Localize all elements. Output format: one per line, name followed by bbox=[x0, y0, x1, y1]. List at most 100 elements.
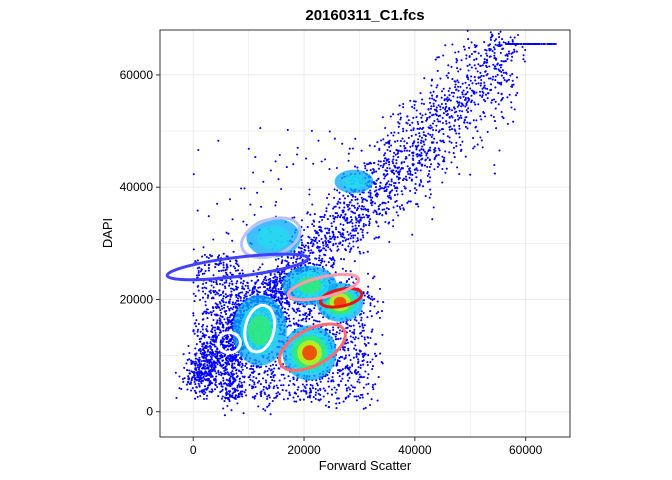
data-point bbox=[283, 272, 286, 275]
data-point bbox=[242, 220, 245, 223]
data-point bbox=[203, 372, 206, 375]
data-point bbox=[493, 39, 496, 42]
data-point bbox=[217, 263, 220, 266]
data-point bbox=[423, 143, 426, 146]
data-point bbox=[431, 133, 434, 136]
data-point bbox=[212, 318, 215, 322]
data-point bbox=[273, 279, 276, 283]
data-point bbox=[507, 78, 511, 81]
gate-ellipses bbox=[165, 216, 364, 372]
data-point bbox=[361, 216, 364, 219]
data-point bbox=[480, 82, 483, 85]
data-point bbox=[348, 388, 352, 391]
data-point bbox=[211, 328, 214, 331]
data-point bbox=[457, 118, 460, 121]
data-point bbox=[469, 173, 472, 176]
data-point bbox=[501, 69, 504, 72]
data-point bbox=[308, 395, 311, 398]
data-point bbox=[217, 270, 221, 273]
data-point bbox=[417, 138, 420, 141]
data-point bbox=[322, 216, 326, 219]
data-point bbox=[307, 307, 310, 311]
data-point bbox=[416, 127, 419, 130]
data-point bbox=[352, 234, 355, 237]
data-point bbox=[487, 44, 490, 47]
data-point bbox=[492, 98, 496, 101]
data-point bbox=[216, 354, 219, 357]
data-point bbox=[247, 376, 250, 379]
data-point bbox=[263, 290, 266, 293]
data-point bbox=[241, 395, 244, 398]
data-point bbox=[397, 214, 400, 217]
data-point bbox=[426, 165, 429, 168]
data-point bbox=[213, 345, 216, 348]
data-point bbox=[408, 149, 411, 152]
data-point bbox=[369, 304, 372, 307]
data-point bbox=[318, 239, 321, 243]
data-point bbox=[292, 322, 295, 325]
data-point bbox=[296, 302, 299, 305]
data-point bbox=[331, 372, 335, 375]
data-point bbox=[196, 358, 199, 361]
data-point bbox=[222, 297, 225, 300]
data-point bbox=[429, 146, 432, 149]
data-point bbox=[373, 181, 376, 184]
data-point bbox=[373, 352, 376, 355]
data-point bbox=[392, 155, 395, 158]
data-point bbox=[317, 234, 320, 237]
data-point bbox=[387, 180, 390, 183]
data-point bbox=[236, 297, 240, 300]
data-point bbox=[338, 360, 341, 363]
data-point bbox=[258, 366, 261, 369]
data-point bbox=[325, 237, 328, 240]
data-point bbox=[409, 173, 412, 176]
data-point bbox=[207, 359, 210, 362]
data-point bbox=[328, 130, 331, 133]
data-point bbox=[511, 83, 514, 87]
data-point bbox=[255, 377, 258, 380]
data-point bbox=[452, 95, 455, 98]
data-point bbox=[311, 223, 314, 226]
data-point bbox=[249, 294, 252, 297]
data-point bbox=[344, 356, 347, 359]
data-point bbox=[280, 187, 283, 191]
data-point bbox=[202, 363, 205, 366]
data-point bbox=[372, 277, 375, 280]
data-point bbox=[473, 58, 476, 61]
data-point bbox=[231, 357, 234, 360]
data-point bbox=[474, 125, 478, 128]
data-point bbox=[222, 407, 225, 410]
data-point bbox=[454, 80, 457, 83]
data-point bbox=[255, 392, 258, 395]
data-point bbox=[497, 92, 500, 95]
data-point bbox=[446, 96, 449, 99]
data-point bbox=[409, 189, 412, 192]
data-point bbox=[203, 359, 206, 362]
data-point bbox=[378, 185, 382, 188]
data-point bbox=[342, 210, 345, 213]
data-point bbox=[207, 367, 210, 370]
data-point bbox=[216, 314, 219, 317]
data-point bbox=[424, 195, 427, 198]
data-point bbox=[326, 218, 329, 221]
data-point bbox=[240, 277, 243, 280]
data-point bbox=[186, 388, 189, 391]
data-point bbox=[421, 145, 424, 148]
data-point bbox=[465, 103, 468, 106]
data-point bbox=[336, 245, 339, 248]
data-point bbox=[375, 179, 378, 182]
data-point bbox=[450, 115, 453, 118]
data-point bbox=[207, 215, 210, 218]
data-point bbox=[220, 354, 223, 357]
data-point bbox=[199, 340, 202, 343]
data-point bbox=[392, 113, 395, 116]
data-point bbox=[311, 245, 314, 248]
data-point bbox=[479, 54, 483, 57]
data-point bbox=[361, 231, 364, 234]
data-point bbox=[267, 394, 271, 397]
data-point bbox=[231, 394, 234, 397]
data-point bbox=[397, 131, 400, 135]
data-point bbox=[473, 43, 476, 47]
data-point bbox=[192, 329, 195, 332]
data-point bbox=[483, 41, 486, 44]
